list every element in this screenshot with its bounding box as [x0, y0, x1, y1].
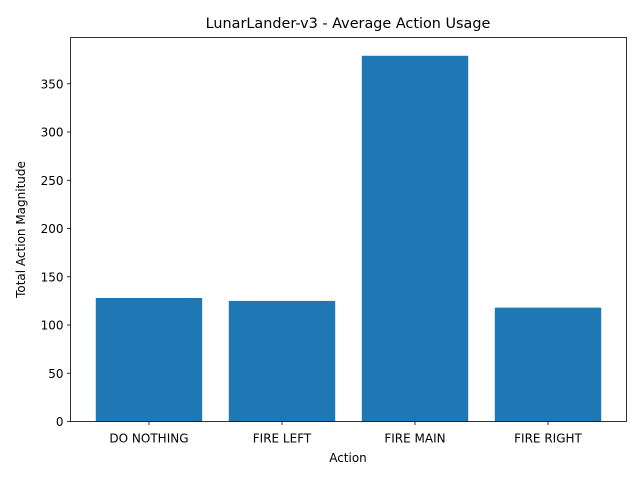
y-tick-label: 0 [56, 415, 64, 429]
bar-fire-right [494, 307, 602, 422]
bars-group [95, 55, 602, 422]
x-tick-label: FIRE MAIN [384, 432, 445, 446]
x-axis-label: Action [329, 451, 367, 465]
y-tick-label: 200 [41, 222, 64, 236]
y-tick-label: 250 [41, 174, 64, 188]
y-tick-label: 150 [41, 270, 64, 284]
y-axis-label: Total Action Magnitude [14, 161, 28, 299]
x-tick-label: DO NOTHING [109, 432, 188, 446]
y-tick-label: 300 [41, 126, 64, 140]
y-tick-label: 100 [41, 319, 64, 333]
y-tick-label: 50 [48, 367, 63, 381]
bar-fire-left [228, 300, 336, 422]
x-tick-label: FIRE LEFT [253, 432, 312, 446]
plot-frame [70, 37, 627, 422]
y-axis-ticks: 0 50 100 150 200 250 300 350 [41, 77, 71, 429]
bar-fire-main [361, 55, 469, 422]
y-tick-label: 350 [41, 77, 64, 91]
x-axis-ticks: DO NOTHING FIRE LEFT FIRE MAIN FIRE RIGHT [109, 421, 583, 446]
x-tick-label: FIRE RIGHT [514, 432, 582, 446]
bar-do-nothing [95, 297, 203, 422]
chart-title: LunarLander-v3 - Average Action Usage [206, 16, 491, 32]
